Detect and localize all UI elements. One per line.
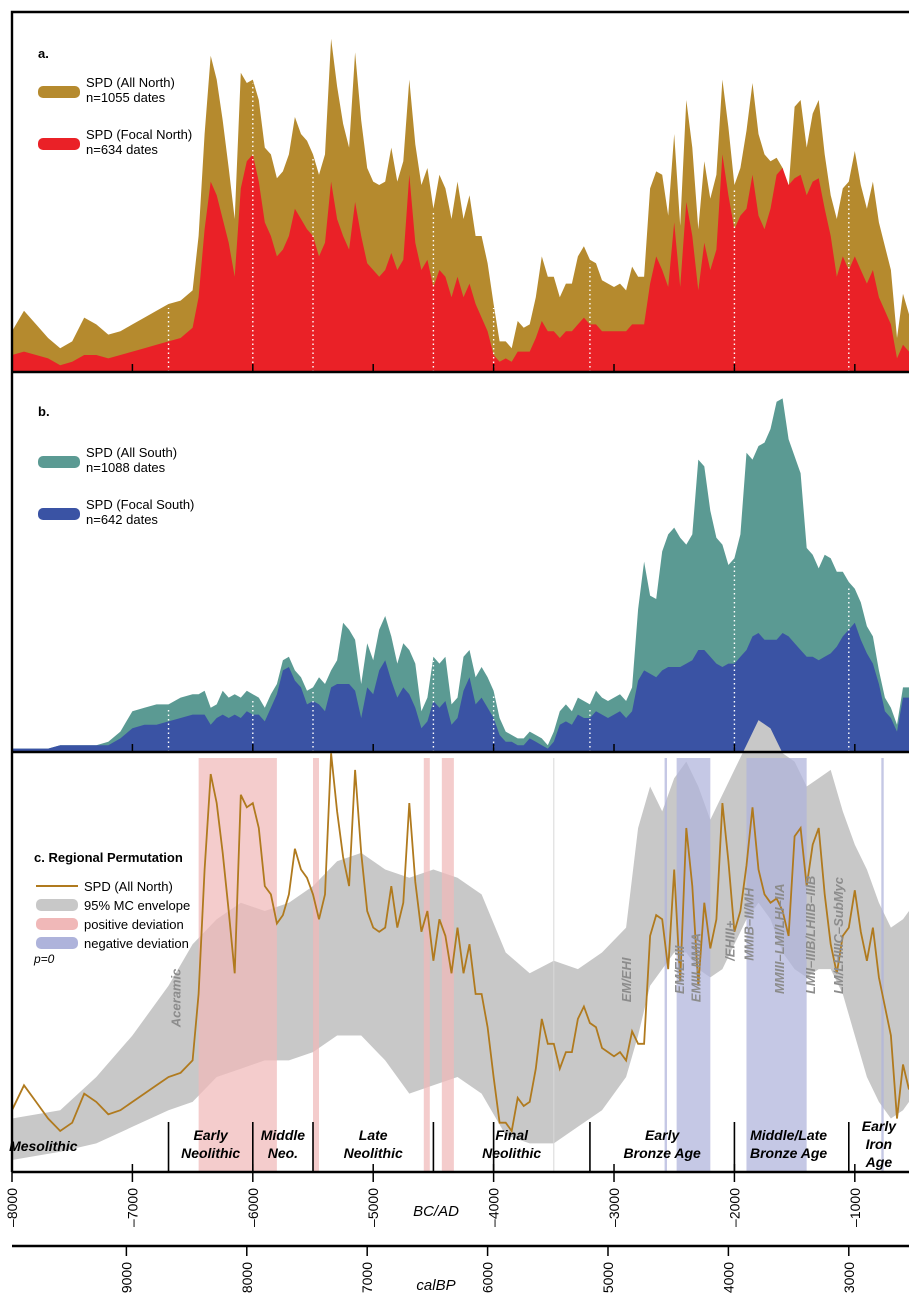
axis-calbp-tick-label-4: 5000: [600, 1262, 616, 1293]
legend-b-n-1: n=642 dates: [86, 512, 158, 527]
axis-bcad-tick-label-2: –6000: [245, 1188, 261, 1227]
legend-a-label-1: SPD (Focal North): [86, 127, 192, 142]
axis-calbp-tick-label-5: 4000: [720, 1262, 736, 1293]
legend-a-n-1: n=634 dates: [86, 142, 158, 157]
subperiod-label-0: Aceramic: [169, 968, 184, 1028]
axis-bcad-tick-label-6: –2000: [726, 1188, 742, 1227]
positive-deviation-band-0: [198, 758, 277, 1172]
legend-c-label-3: negative deviation: [84, 936, 189, 951]
negative-deviation-band-1: [676, 758, 711, 1172]
panel-a-area-focal: [12, 154, 909, 372]
legend-c-label-1: 95% MC envelope: [84, 898, 190, 913]
period-label-3: Late Neolithic: [344, 1127, 403, 1161]
time-axes: –8000 –7000 –6000 –5000 –4000 –3000 –2000 –1000…: [4, 1170, 909, 1293]
subperiod-label-7: LMII–IIIB/LHIIB–IIIB: [803, 876, 818, 994]
positive-deviation-band-1: [313, 758, 320, 1172]
negative-deviation-band-0: [664, 758, 667, 1172]
axis-calbp-title: calBP: [416, 1277, 455, 1294]
panel-a-frame: [10, 10, 909, 372]
axis-calbp-tick-label-6: 3000: [841, 1262, 857, 1293]
legend-a-n-0: n=1055 dates: [86, 90, 166, 105]
panel-a-title: a.: [38, 46, 49, 61]
axis-bcad-tick-label-1: –7000: [124, 1188, 140, 1227]
axis-bcad-tick-label-5: –3000: [606, 1188, 622, 1227]
period-label-0: Mesolithic: [9, 1138, 78, 1154]
axis-bcad-tick-label-0: –8000: [4, 1188, 20, 1227]
legend-b-swatch-1: [38, 508, 80, 520]
subperiod-label-4: /EHIII+: [722, 920, 737, 962]
negative-deviation-band-3: [881, 758, 884, 1172]
legend-c-swatch-2: [36, 918, 78, 930]
axis-bcad-tick-label-3: –5000: [365, 1188, 381, 1227]
legend-b-label-0: SPD (All South): [86, 445, 177, 460]
axis-calbp-tick-label-2: 7000: [359, 1262, 375, 1293]
legend-a-label-0: SPD (All North): [86, 75, 175, 90]
panel-a: SPD (All North)n=1055 dates SPD (Focal No…: [11, 38, 909, 373]
axis-calbp-tick-label-1: 8000: [239, 1262, 255, 1293]
axis-calbp-tick-label-0: 9000: [118, 1262, 134, 1293]
p-value-label: p=0: [33, 952, 55, 966]
period-label-6: Middle/Late Bronze Age: [750, 1127, 827, 1161]
period-label-5: Early Bronze Age: [624, 1127, 701, 1161]
panel-c-title: c. Regional Permutation: [34, 850, 183, 865]
legend-a-swatch-1: [38, 138, 80, 150]
subperiod-label-5: MMIB–II/MH: [742, 887, 757, 961]
legend-c-swatch-3: [36, 937, 78, 949]
legend-b-label-1: SPD (Focal South): [86, 497, 194, 512]
axis-bcad-tick-label-7: –1000: [847, 1188, 863, 1227]
positive-deviation-band-2: [423, 758, 430, 1172]
legend-a-swatch-0: [38, 86, 80, 98]
panel-frames: [10, 10, 909, 1172]
period-label-7: Early Iron Age: [862, 1118, 897, 1170]
spd-all-north-line: [11, 753, 909, 1134]
panel-b-area-focal: [12, 622, 909, 752]
subperiod-label-1: EM/EHI: [619, 957, 634, 1002]
subperiod-label-6: MMIII–LMI/LHI–IIA: [772, 884, 787, 995]
legend-b-swatch-0: [38, 456, 80, 468]
legend-c-label-2: positive deviation: [84, 917, 184, 932]
subperiod-label-2: EM/EHII: [672, 945, 687, 994]
period-label-1: Early Neolithic: [181, 1127, 240, 1161]
subperiod-label-3: EMIII-MMIA: [689, 933, 704, 1002]
panel-b: SPD (All South)n=1088 dates SPD (Focal So…: [11, 398, 909, 752]
period-label-2: Middle Neo.: [261, 1127, 306, 1161]
positive-deviation-band-3: [441, 758, 454, 1172]
subperiod-label-8: LM/LHIIIC–SubMyc: [831, 876, 846, 994]
panel-c: Mesolithic Early Neolithic Middle Neo. Late Ne…: [9, 720, 909, 1172]
legend-c-swatch-1: [36, 899, 78, 911]
axis-bcad-title: BC/AD: [413, 1203, 459, 1220]
negative-deviation-band-2: [746, 758, 807, 1172]
legend-b-n-0: n=1088 dates: [86, 460, 166, 475]
panel-b-title: b.: [38, 404, 50, 419]
axis-bcad-tick-label-4: –4000: [486, 1188, 502, 1227]
axis-calbp-tick-label-3: 6000: [480, 1262, 496, 1293]
legend-c-label-0: SPD (All North): [84, 879, 173, 894]
panel-b-area-all: [12, 398, 909, 752]
period-label-4: Final Neolithic: [482, 1127, 541, 1161]
